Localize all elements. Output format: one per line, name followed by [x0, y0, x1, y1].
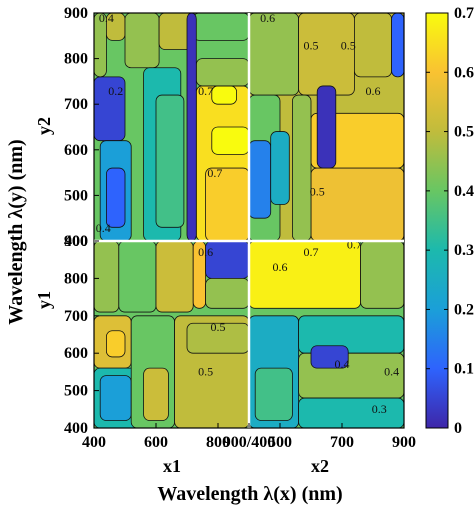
- colorbar-tick-label: 0.6: [454, 64, 474, 81]
- heatmap-region: [106, 330, 126, 358]
- y-block-label: y1: [34, 291, 54, 309]
- heatmap-region: [211, 126, 250, 155]
- y-tick-label: 900: [64, 233, 88, 250]
- x-axis-title: Wavelength λ(x) (nm): [157, 483, 342, 505]
- heatmap-region: [143, 367, 169, 421]
- y-tick-label: 600: [64, 345, 88, 362]
- plot-area: 0.4 0.2 0.4 0.7 0.7 0.6 0.5 0.5 0.6 0.5 0.6 0.5 0.5 0…: [94, 11, 404, 428]
- x-tick-label: 900: [392, 434, 416, 451]
- block-y2-x2: [248, 13, 404, 242]
- x-tick-label: 400: [82, 434, 106, 451]
- heatmap-region: [94, 13, 107, 78]
- contour-label: 0.5: [211, 320, 226, 334]
- colorbar-tick-label: 0.5: [454, 124, 474, 141]
- y-tick-label: 800: [64, 51, 88, 68]
- contour-label: 0.4: [384, 365, 399, 379]
- block-y1-x1: [94, 240, 250, 428]
- heatmap-region: [248, 13, 299, 96]
- heatmap-region: [316, 85, 337, 169]
- x-tick-label: 800: [206, 434, 230, 451]
- contour-label: 0.7: [347, 237, 362, 251]
- colorbar-tick-label: 0.1: [454, 361, 474, 378]
- heatmap-region: [195, 58, 250, 87]
- contour-label: 0.5: [310, 184, 325, 198]
- x-block-label: x1: [163, 456, 181, 476]
- contour-label: 0.2: [108, 84, 123, 98]
- x-tick-label: 700: [330, 434, 354, 451]
- heatmap-region: [155, 240, 194, 313]
- heatmap-region: [310, 167, 404, 242]
- contour-label: 0.6: [366, 84, 381, 98]
- heatmap-region: [391, 13, 404, 78]
- colorbar-tick-label: 0.3: [454, 242, 474, 259]
- heatmap-region: [354, 13, 392, 78]
- heatmap-region: [270, 131, 290, 205]
- contour-label: 0.4: [99, 11, 114, 25]
- block-y1-x2: [248, 240, 404, 428]
- contour-label: 0.6: [198, 245, 213, 259]
- y-tick-label: 800: [64, 270, 88, 287]
- block-y2-x1: [94, 13, 250, 242]
- colorbar-tick-label: 0.7: [454, 5, 474, 22]
- heatmap-region: [106, 167, 126, 228]
- colorbar-tick-label: 0.2: [454, 301, 474, 318]
- colorbar-tick-label: 0.4: [454, 183, 474, 200]
- colorbar: 0 0.1 0.2 0.3 0.4 0.5 0.6 0.7: [425, 5, 474, 437]
- contour-label: 0.7: [207, 166, 222, 180]
- y-tick-label: 500: [64, 187, 88, 204]
- x-tick-label: 500: [268, 434, 292, 451]
- y-tick-label: 500: [64, 383, 88, 400]
- contour-label: 0.5: [341, 38, 356, 52]
- y-tick-label: 600: [64, 142, 88, 159]
- y-tick-label: 700: [64, 308, 88, 325]
- heatmap-region: [310, 345, 349, 369]
- contour-label: 0.4: [96, 221, 111, 235]
- contour-label: 0.7: [198, 84, 213, 98]
- contour-label: 0.3: [372, 402, 387, 416]
- x-tick-label: 600: [144, 434, 168, 451]
- contour-label: 0.5: [198, 365, 213, 379]
- heatmap-region: [254, 367, 293, 421]
- heatmap-region: [298, 397, 404, 428]
- heatmap-region: [291, 94, 312, 242]
- heatmap-region: [118, 240, 157, 313]
- heatmap-region: [155, 94, 185, 228]
- colorbar-gradient: [425, 12, 449, 429]
- heatmap-region: [186, 13, 197, 242]
- heatmap-region: [94, 240, 120, 313]
- y-tick-label: 400: [64, 420, 88, 437]
- heatmap-region: [205, 277, 250, 309]
- heatmap-region: [211, 85, 238, 105]
- heatmap-region: [192, 13, 250, 41]
- contour-label: 0.6: [260, 11, 275, 25]
- colorbar-tick-label: 0: [454, 420, 462, 437]
- x-tick-label: 900/400: [223, 434, 275, 451]
- y-block-label: y2: [34, 117, 54, 135]
- y-tick-label: 900: [64, 5, 88, 22]
- contour-label: 0.6: [273, 260, 288, 274]
- heatmap-region: [248, 140, 272, 219]
- heatmap-region: [298, 13, 355, 96]
- contour-label: 0.4: [335, 357, 350, 371]
- contour-label: 0.7: [304, 245, 319, 259]
- heatmap-region: [99, 375, 132, 421]
- heatmap-region: [124, 13, 160, 69]
- contour-label: 0.5: [304, 38, 319, 52]
- heatmap-region: [360, 240, 404, 309]
- x-block-label: x2: [311, 456, 329, 476]
- y-axis-title: Wavelength λ(y) (nm): [5, 139, 27, 324]
- y-tick-label: 700: [64, 96, 88, 113]
- y-tick-label: 400: [64, 233, 88, 250]
- block-labels: x1 x2 y2 y1: [34, 117, 329, 476]
